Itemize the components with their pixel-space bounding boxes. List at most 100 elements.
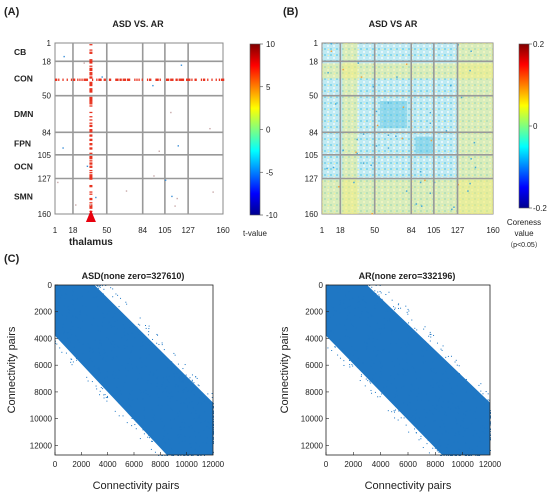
scatter-point xyxy=(359,380,361,382)
scatter-point xyxy=(112,357,114,359)
scatter-point xyxy=(351,345,353,347)
heatmap-cell xyxy=(89,139,93,142)
heatmap-cell xyxy=(99,78,101,81)
scatter-point xyxy=(467,427,469,429)
heatmap-cell xyxy=(89,178,93,180)
scatter-point xyxy=(131,399,133,401)
scatter-point xyxy=(182,391,184,393)
scatter-point xyxy=(426,433,428,435)
scatter-point xyxy=(354,349,356,351)
scatter-point xyxy=(153,374,155,376)
scatter-point xyxy=(182,380,184,382)
scatter-point xyxy=(189,436,191,438)
scatter-point xyxy=(80,327,82,329)
scatter-point xyxy=(148,354,150,356)
scatter-point xyxy=(398,410,400,412)
scatter-point xyxy=(407,369,409,371)
scatter-point xyxy=(339,312,341,314)
scatter-point xyxy=(344,335,346,337)
scatter-point xyxy=(95,376,97,378)
scatter-point xyxy=(174,386,176,388)
scatter-point xyxy=(55,314,56,316)
scatter-point xyxy=(419,377,421,379)
scatter-point xyxy=(383,317,385,319)
scatter-point xyxy=(185,398,187,400)
scatter-point xyxy=(373,350,375,352)
scatter-point xyxy=(183,402,185,404)
scatter-point xyxy=(73,291,75,293)
scatter-point xyxy=(410,383,412,385)
scatter-point xyxy=(412,385,414,387)
scatter-point xyxy=(156,376,158,378)
scatter-point xyxy=(443,455,445,456)
scatter-point xyxy=(435,409,437,411)
heatmap-cell xyxy=(207,78,209,81)
scatter-point xyxy=(329,316,331,318)
x-tick-label: 127 xyxy=(181,226,195,235)
heatmap-cell xyxy=(89,177,93,179)
scatter-point xyxy=(435,372,437,374)
scatter-point xyxy=(415,413,417,415)
scatter-point xyxy=(453,441,455,443)
y-tick-label: 8000 xyxy=(34,388,52,397)
scatter-point xyxy=(429,409,431,411)
y-tick-label: 1 xyxy=(47,39,52,48)
heatmap-cell xyxy=(470,50,472,53)
scatter-point xyxy=(490,431,491,433)
scatter-point xyxy=(326,322,327,324)
heatmap-cell xyxy=(375,145,378,147)
scatter-point xyxy=(432,413,434,415)
scatter-point xyxy=(468,447,470,449)
scatter-point xyxy=(171,369,173,371)
heatmap-cell xyxy=(89,163,93,165)
scatter-point xyxy=(104,394,106,396)
heatmap-cell xyxy=(195,78,197,81)
scatter-point xyxy=(444,411,446,413)
heatmap-cell xyxy=(98,78,100,81)
colorbar-tick-label: -0.2 xyxy=(533,204,547,213)
x-tick-label: 10000 xyxy=(176,460,199,469)
heatmap-cell xyxy=(89,198,93,201)
scatter-point xyxy=(452,393,454,395)
scatter-point xyxy=(390,343,392,345)
scatter-point xyxy=(388,307,390,309)
scatter-point xyxy=(157,334,159,336)
heatmap-cell xyxy=(371,212,373,215)
scatter-point xyxy=(125,367,127,369)
scatter-point xyxy=(366,348,368,350)
scatter-point xyxy=(399,407,401,409)
scatter-point xyxy=(82,353,84,355)
scatter-point xyxy=(190,425,192,427)
scatter-point xyxy=(392,312,394,314)
scatter-point xyxy=(211,396,213,398)
scatter-point xyxy=(96,388,98,390)
y-tick-label: 4000 xyxy=(305,334,323,343)
scatter-point xyxy=(391,299,393,301)
scatter-point xyxy=(403,368,405,370)
scatter-point xyxy=(120,312,122,314)
x-tick-label: 4000 xyxy=(372,460,390,469)
scatter-point xyxy=(482,450,484,452)
scatter-point xyxy=(175,384,177,386)
scatter-point xyxy=(136,366,138,368)
scatter-point xyxy=(171,455,173,456)
scatter-point xyxy=(487,399,489,401)
heatmap-cell xyxy=(89,138,93,140)
scatter-point xyxy=(176,372,178,374)
scatter-point xyxy=(147,334,149,336)
scatter-point xyxy=(398,338,400,340)
scatter-point xyxy=(349,364,351,366)
scatter-point xyxy=(326,295,328,297)
scatter-point xyxy=(114,313,116,315)
scatter-point xyxy=(127,362,129,364)
scatter-asd-ylabel: Connectivity pairs xyxy=(6,326,18,413)
scatter-point xyxy=(213,432,214,434)
scatter-point xyxy=(470,385,472,387)
heatmap-cell xyxy=(89,207,93,209)
scatter-density-band xyxy=(55,285,213,455)
y-tick-label: 84 xyxy=(42,128,51,137)
scatter-point xyxy=(326,317,327,319)
panel-label-a: (A) xyxy=(4,6,20,18)
scatter-point xyxy=(466,455,468,456)
scatter-point xyxy=(196,377,198,379)
